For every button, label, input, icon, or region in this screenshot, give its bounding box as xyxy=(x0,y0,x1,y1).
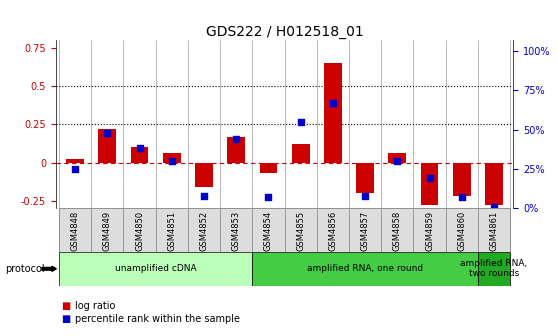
Text: GSM4854: GSM4854 xyxy=(264,210,273,251)
Text: GSM4858: GSM4858 xyxy=(393,210,402,251)
Bar xyxy=(252,208,285,252)
Bar xyxy=(381,208,413,252)
Text: GSM4853: GSM4853 xyxy=(232,210,240,251)
Point xyxy=(71,166,80,172)
Point xyxy=(360,193,369,199)
Text: percentile rank within the sample: percentile rank within the sample xyxy=(75,314,240,324)
Bar xyxy=(66,160,84,163)
Bar xyxy=(478,208,510,252)
Text: GSM4852: GSM4852 xyxy=(200,210,209,251)
Bar xyxy=(195,163,213,187)
Bar xyxy=(259,163,277,173)
Bar xyxy=(163,153,181,163)
Text: GSM4848: GSM4848 xyxy=(71,210,80,251)
Bar xyxy=(324,63,341,163)
Text: GSM4850: GSM4850 xyxy=(135,210,144,251)
Bar xyxy=(252,252,478,286)
Text: amplified RNA,
two rounds: amplified RNA, two rounds xyxy=(460,259,528,279)
Text: protocol: protocol xyxy=(6,264,45,274)
Bar xyxy=(59,208,92,252)
Bar xyxy=(453,163,470,196)
Point xyxy=(458,195,466,200)
Text: GSM4857: GSM4857 xyxy=(360,210,369,251)
Text: unamplified cDNA: unamplified cDNA xyxy=(115,264,196,273)
Point xyxy=(264,195,273,200)
Bar xyxy=(356,163,374,193)
Text: ■: ■ xyxy=(61,314,71,324)
Text: GSM4851: GSM4851 xyxy=(167,210,176,251)
Bar xyxy=(413,208,446,252)
Text: log ratio: log ratio xyxy=(75,301,116,311)
Bar xyxy=(317,208,349,252)
Point xyxy=(200,193,209,199)
Title: GDS222 / H012518_01: GDS222 / H012518_01 xyxy=(206,25,363,39)
Bar xyxy=(156,208,188,252)
Text: GSM4855: GSM4855 xyxy=(296,210,305,251)
Point xyxy=(296,119,305,124)
Point xyxy=(425,176,434,181)
Text: GSM4859: GSM4859 xyxy=(425,210,434,251)
Bar xyxy=(59,252,252,286)
Bar xyxy=(388,153,406,163)
Bar xyxy=(92,208,123,252)
Text: GSM4856: GSM4856 xyxy=(329,210,338,251)
Bar xyxy=(228,136,245,163)
Point xyxy=(329,100,338,106)
Point xyxy=(232,136,240,142)
Bar xyxy=(421,163,439,205)
Bar xyxy=(99,129,116,163)
Point xyxy=(167,158,176,164)
Bar xyxy=(478,252,510,286)
Bar xyxy=(285,208,317,252)
Bar xyxy=(220,208,252,252)
Point xyxy=(135,146,144,151)
Point xyxy=(103,130,112,135)
Text: ■: ■ xyxy=(61,301,71,311)
Bar xyxy=(349,208,381,252)
Text: GSM4860: GSM4860 xyxy=(458,210,466,251)
Bar xyxy=(131,147,148,163)
Point xyxy=(489,204,498,209)
Point xyxy=(393,158,402,164)
Text: GSM4849: GSM4849 xyxy=(103,210,112,251)
Bar xyxy=(123,208,156,252)
Bar xyxy=(292,144,310,163)
Text: GSM4861: GSM4861 xyxy=(489,210,498,251)
Bar xyxy=(485,163,503,205)
Bar xyxy=(446,208,478,252)
Bar xyxy=(188,208,220,252)
Text: amplified RNA, one round: amplified RNA, one round xyxy=(307,264,423,273)
